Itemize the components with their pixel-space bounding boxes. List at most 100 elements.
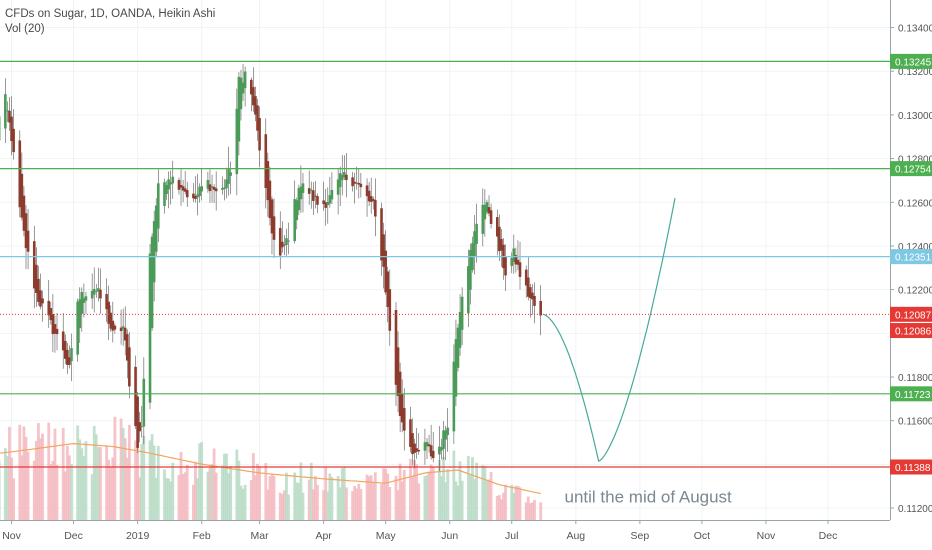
candle-body <box>82 298 86 303</box>
volume-bar <box>423 476 427 520</box>
volume-bar <box>152 445 156 520</box>
candle-body <box>136 396 139 448</box>
symbol-title[interactable]: CFDs on Sugar, 1D, OANDA, Heikin Ashi <box>5 8 216 20</box>
candle-body <box>504 256 507 276</box>
candle-body <box>266 161 270 201</box>
candle-body <box>92 289 96 295</box>
volume-bar <box>510 484 514 520</box>
volume-bar <box>237 460 241 520</box>
candle-body <box>90 290 94 299</box>
volume-bar <box>6 456 9 520</box>
candle-body <box>413 443 416 453</box>
candle-body <box>214 188 218 192</box>
volume-bar <box>531 502 534 520</box>
volume-bar <box>365 474 369 520</box>
volume-bar <box>272 475 276 520</box>
price-tag-label: 0.12754 <box>895 165 932 176</box>
annotation-text: until the mid of August <box>565 488 733 507</box>
candle-body <box>299 186 303 200</box>
candle-body <box>105 294 108 310</box>
candle-body <box>239 77 243 110</box>
volume-bar <box>107 459 111 520</box>
candle-body <box>460 296 464 330</box>
volume-bar <box>111 457 115 520</box>
candle-body <box>293 199 297 242</box>
candle-body <box>41 298 44 304</box>
candle-body <box>388 289 392 331</box>
candle-body <box>55 328 59 335</box>
candle-body <box>26 230 30 252</box>
volume-bar <box>198 443 202 520</box>
candle-body <box>365 185 369 197</box>
candle-body <box>423 442 427 451</box>
price-tag-box <box>890 459 932 475</box>
candle-body <box>458 311 462 348</box>
candle-body <box>6 110 9 112</box>
volume-ma-line <box>0 442 541 495</box>
y-tick-label: 0.12400 <box>898 242 932 253</box>
x-tick-label: Jun <box>441 530 458 542</box>
candle-body <box>539 300 542 316</box>
candle-body <box>227 167 230 184</box>
volume-bar <box>210 464 214 520</box>
candle-body <box>314 195 317 197</box>
candle-body <box>47 300 51 316</box>
candle-body <box>35 264 38 293</box>
candle-body <box>498 226 501 252</box>
volume-bar <box>94 434 98 520</box>
candle-body <box>514 255 518 265</box>
volume-bar <box>39 438 42 520</box>
candle-body <box>32 241 36 289</box>
volume-bar <box>177 474 181 520</box>
candle-body <box>485 202 489 213</box>
volume-bar <box>299 462 303 520</box>
volume-bar <box>386 473 390 520</box>
candle-body <box>223 187 226 189</box>
volume-bar <box>442 457 445 520</box>
candle-body <box>256 105 259 131</box>
candle-body <box>469 250 472 290</box>
volume-bar <box>502 492 505 520</box>
candle-body <box>475 223 478 244</box>
volume-bar <box>316 484 319 520</box>
candle-body <box>237 76 241 142</box>
candle-body <box>107 301 110 324</box>
x-tick-label: 2019 <box>126 530 150 542</box>
candle-body <box>94 290 98 292</box>
candle-body <box>192 193 195 199</box>
volume-bar <box>171 462 175 520</box>
candle-body <box>359 183 363 188</box>
volume-bar <box>313 476 317 520</box>
volume-bar <box>417 483 421 520</box>
candle-body <box>196 194 199 198</box>
candle-body <box>452 361 456 432</box>
candle-body <box>526 277 530 297</box>
candle-body <box>113 325 117 330</box>
candles <box>0 63 542 472</box>
volume-bar <box>518 487 522 520</box>
volume-bar <box>357 484 361 520</box>
candle-body <box>125 334 129 361</box>
candle-body <box>533 295 536 306</box>
volume-bar <box>309 462 313 520</box>
volume-bar <box>140 444 144 520</box>
candle-body <box>84 296 88 301</box>
candle-body <box>272 216 276 240</box>
candle-body <box>194 195 197 199</box>
candle-body <box>252 87 255 106</box>
volume-bar <box>307 479 311 520</box>
volume-bar <box>225 453 228 520</box>
candle-body <box>241 82 245 94</box>
volume-bar <box>127 424 131 520</box>
candle-body <box>76 301 79 355</box>
candle-body <box>181 186 185 191</box>
candle-body <box>295 200 299 221</box>
price-tag-box <box>890 386 932 402</box>
volume-bar <box>181 474 185 520</box>
x-tick-label: Nov <box>757 530 776 542</box>
volume-bar <box>92 425 96 520</box>
volume-indicator-label[interactable]: Vol (20) <box>5 23 45 35</box>
x-tick-label: Dec <box>819 530 838 542</box>
volume-bar <box>121 427 125 520</box>
